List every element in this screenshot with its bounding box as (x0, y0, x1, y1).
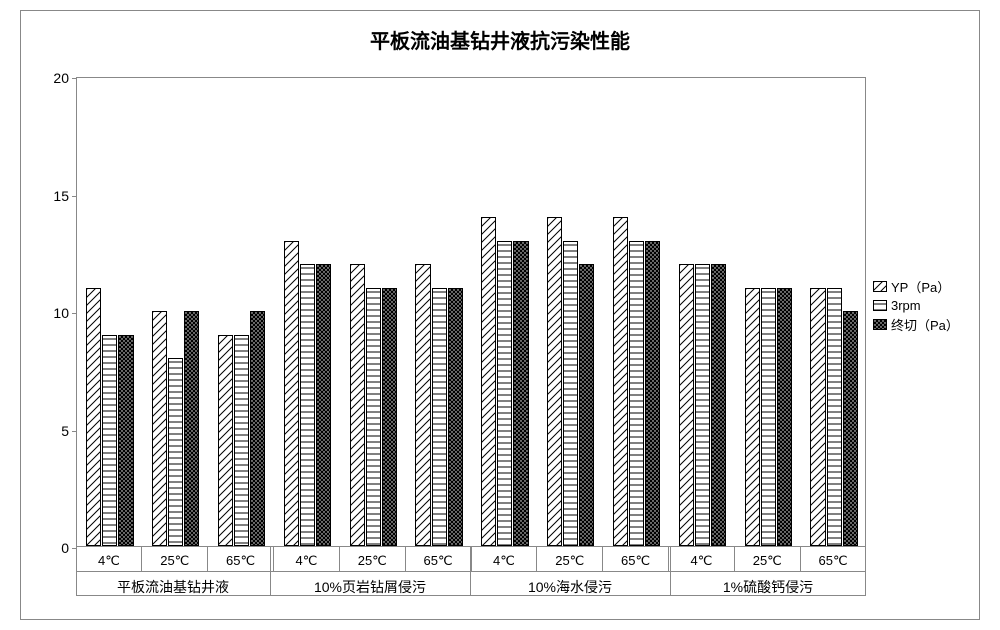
ytick-label: 20 (53, 70, 69, 86)
bar (843, 311, 858, 546)
bar (761, 288, 776, 547)
legend-swatch (873, 281, 887, 292)
subcat-separator (141, 547, 142, 571)
bar (234, 335, 249, 547)
ytick-mark (72, 78, 77, 79)
bar (563, 241, 578, 547)
bar (152, 311, 167, 546)
xtick-label: 4℃ (295, 553, 317, 569)
subcat-separator (734, 547, 735, 571)
xtick-label: 65℃ (819, 553, 848, 569)
subcat-separator (339, 547, 340, 571)
xaxis-tier-line (76, 595, 866, 596)
subcat-separator (207, 547, 208, 571)
bars-layer (77, 78, 865, 546)
xaxis-tier-side (865, 547, 866, 595)
ytick-label: 0 (61, 540, 69, 556)
bar (350, 264, 365, 546)
xtick-label: 65℃ (226, 553, 255, 569)
group-label: 10%页岩钻屑侵污 (314, 577, 426, 597)
bar (86, 288, 101, 547)
bar (184, 311, 199, 546)
ytick-label: 15 (53, 188, 69, 204)
legend-item: YP（Pa） (873, 277, 959, 296)
bar (382, 288, 397, 547)
chart-outer-frame: 平板流油基钻井液抗污染性能 05101520 YP（Pa）3rpm终切（Pa） … (20, 10, 980, 620)
bar (777, 288, 792, 547)
bar (810, 288, 825, 547)
bar (432, 288, 447, 547)
xaxis-tier-line (76, 571, 866, 572)
subcat-separator (668, 547, 669, 571)
bar (497, 241, 512, 547)
bar (366, 288, 381, 547)
legend-item: 3rpm (873, 298, 959, 313)
bar (513, 241, 528, 547)
bar (300, 264, 315, 546)
group-label: 平板流油基钻井液 (117, 577, 229, 597)
xtick-label: 4℃ (98, 553, 120, 569)
bar (827, 288, 842, 547)
ytick-mark (72, 431, 77, 432)
subcat-separator (602, 547, 603, 571)
plot-area: 05101520 (76, 77, 866, 547)
bar (613, 217, 628, 546)
subcat-separator (471, 547, 472, 571)
bar (481, 217, 496, 546)
chart-title: 平板流油基钻井液抗污染性能 (21, 25, 979, 54)
legend-label: YP（Pa） (891, 277, 950, 296)
bar (711, 264, 726, 546)
legend-swatch (873, 319, 887, 330)
xtick-label: 25℃ (358, 553, 387, 569)
ytick-mark (72, 196, 77, 197)
ytick-mark (72, 313, 77, 314)
xtick-label: 25℃ (753, 553, 782, 569)
subcat-separator (536, 547, 537, 571)
bar (218, 335, 233, 547)
ytick-label: 10 (53, 305, 69, 321)
bar (745, 288, 760, 547)
subcat-separator (800, 547, 801, 571)
legend-item: 终切（Pa） (873, 315, 959, 334)
subcat-separator (273, 547, 274, 571)
bar (168, 358, 183, 546)
bar (118, 335, 133, 547)
ytick-label: 5 (61, 423, 69, 439)
bar (448, 288, 463, 547)
bar (415, 264, 430, 546)
bar (695, 264, 710, 546)
group-label: 1%硫酸钙侵污 (723, 577, 813, 597)
bar (250, 311, 265, 546)
bar (629, 241, 644, 547)
xtick-label: 65℃ (424, 553, 453, 569)
bar (547, 217, 562, 546)
xaxis-tier-side (76, 547, 77, 595)
legend-label: 终切（Pa） (891, 315, 959, 334)
bar (579, 264, 594, 546)
legend: YP（Pa） 3rpm 终切（Pa） (873, 275, 959, 336)
bar (645, 241, 660, 547)
xtick-label: 4℃ (690, 553, 712, 569)
bar (284, 241, 299, 547)
legend-label: 3rpm (891, 298, 921, 313)
xtick-label: 65℃ (621, 553, 650, 569)
bar (316, 264, 331, 546)
bar (102, 335, 117, 547)
xtick-label: 4℃ (493, 553, 515, 569)
group-label: 10%海水侵污 (528, 577, 612, 597)
xtick-label: 25℃ (555, 553, 584, 569)
subcat-separator (405, 547, 406, 571)
xtick-label: 25℃ (160, 553, 189, 569)
legend-swatch (873, 300, 887, 311)
bar (679, 264, 694, 546)
